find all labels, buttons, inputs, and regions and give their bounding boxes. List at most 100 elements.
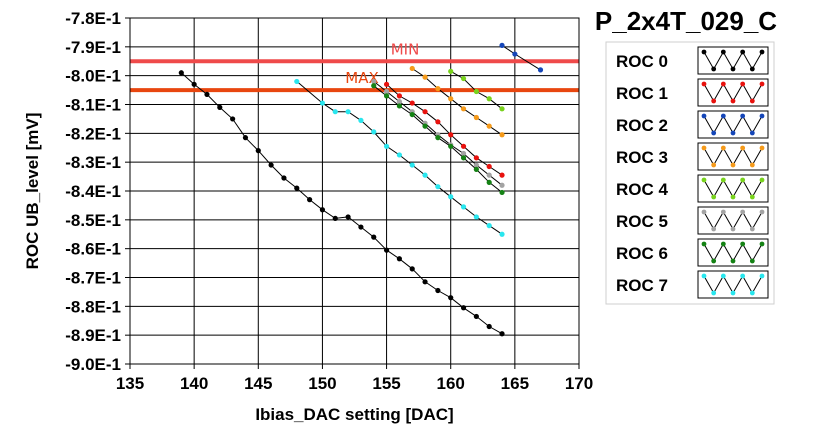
data-point: [396, 152, 402, 158]
legend-marker: [720, 113, 726, 119]
data-point: [383, 143, 390, 149]
data-point: [396, 99, 402, 105]
legend-marker: [759, 113, 765, 119]
legend-marker: [711, 194, 717, 200]
legend-marker: [740, 81, 746, 87]
data-point: [217, 104, 223, 110]
data-point: [486, 163, 492, 170]
data-point: [396, 103, 402, 109]
legend-marker: [730, 258, 736, 264]
data-point: [460, 75, 467, 82]
y-tick-label: -8.2E-1: [65, 124, 121, 143]
limit-label-max: MAX: [345, 69, 378, 87]
legend-marker: [749, 162, 755, 168]
y-tick-label: -8.3E-1: [65, 153, 121, 172]
data-point: [178, 70, 184, 76]
data-point: [332, 109, 338, 115]
series-roc-0: [178, 70, 505, 337]
legend-marker: [711, 226, 717, 232]
legend-marker: [720, 273, 726, 279]
x-tick-label: 160: [437, 374, 465, 393]
legend-marker: [701, 113, 707, 119]
data-point: [448, 194, 454, 200]
legend-item-roc-6: ROC 6: [616, 238, 769, 267]
x-axis-title: Ibias_DAC setting [DAC]: [255, 405, 453, 424]
legend-marker: [740, 273, 746, 279]
data-point: [486, 223, 492, 229]
data-point: [319, 207, 326, 213]
series-roc-2: [499, 42, 544, 73]
data-point: [460, 155, 467, 161]
y-tick-label: -8.7E-1: [65, 269, 121, 288]
legend-item-roc-2: ROC 2: [616, 110, 769, 139]
data-point: [460, 204, 467, 210]
y-axis-title: ROC UB_level [mV]: [23, 113, 42, 270]
data-point: [383, 81, 390, 87]
legend-marker: [759, 81, 765, 87]
legend-marker: [759, 177, 765, 183]
legend-item-roc-0: ROC 0: [616, 46, 769, 75]
legend-swatch: [697, 110, 769, 139]
data-point: [204, 91, 210, 98]
data-point: [499, 231, 505, 237]
data-point: [499, 172, 505, 178]
y-tick-label: -9.0E-1: [65, 355, 121, 374]
x-tick-label: 150: [308, 374, 336, 393]
legend-marker: [711, 162, 717, 168]
y-tick-label: -8.8E-1: [65, 297, 121, 316]
legend-marker: [740, 209, 746, 215]
data-point: [422, 74, 428, 80]
legend-label: ROC 4: [616, 180, 669, 199]
legend-marker: [749, 226, 755, 232]
data-point: [499, 182, 505, 188]
legend-marker: [711, 66, 717, 72]
legend-marker: [730, 290, 736, 296]
legend-marker: [749, 258, 755, 264]
legend-marker: [749, 194, 755, 200]
data-point: [281, 175, 287, 181]
legend-marker: [749, 98, 755, 104]
legend-marker: [759, 209, 765, 215]
y-tick-label: -8.9E-1: [65, 326, 121, 345]
data-point: [409, 111, 415, 118]
series-roc-7: [294, 78, 505, 237]
legend-marker: [720, 145, 726, 151]
x-tick-label: 145: [244, 374, 272, 393]
data-point: [422, 279, 428, 285]
data-point: [307, 197, 313, 203]
data-point: [230, 116, 236, 122]
data-point: [409, 162, 415, 168]
data-point: [435, 184, 441, 190]
data-point: [409, 100, 415, 106]
series-roc-4: [448, 68, 505, 112]
data-point: [294, 185, 300, 191]
data-point: [294, 78, 300, 85]
series-line: [296, 81, 503, 235]
data-point: [371, 129, 377, 135]
legend-marker: [711, 258, 717, 264]
legend-marker: [730, 66, 736, 72]
y-tick-label: -8.6E-1: [65, 240, 121, 259]
data-point: [358, 117, 364, 123]
data-point: [473, 155, 479, 161]
legend-marker: [701, 241, 707, 247]
data-point: [332, 215, 338, 221]
legend-label: ROC 5: [616, 212, 668, 231]
data-point: [473, 114, 479, 121]
legend-marker: [730, 162, 736, 168]
data-point: [422, 172, 428, 178]
legend-marker: [711, 98, 717, 104]
series-roc-1: [383, 81, 505, 178]
data-point: [409, 65, 415, 72]
legend-label: ROC 0: [616, 52, 668, 71]
legend-marker: [720, 209, 726, 215]
data-point: [383, 93, 390, 99]
legend-marker: [720, 177, 726, 183]
legend-marker: [711, 290, 717, 296]
legend-marker: [701, 81, 707, 87]
y-axis-ticks: -7.8E-1 -7.9E-1 -8.0E-1 -8.1E-1 -8.2E-1 -8.3E…: [65, 9, 130, 374]
data-point: [499, 42, 505, 48]
data-point: [435, 119, 441, 125]
legend-marker: [749, 130, 755, 136]
y-tick-label: -8.1E-1: [65, 96, 121, 115]
